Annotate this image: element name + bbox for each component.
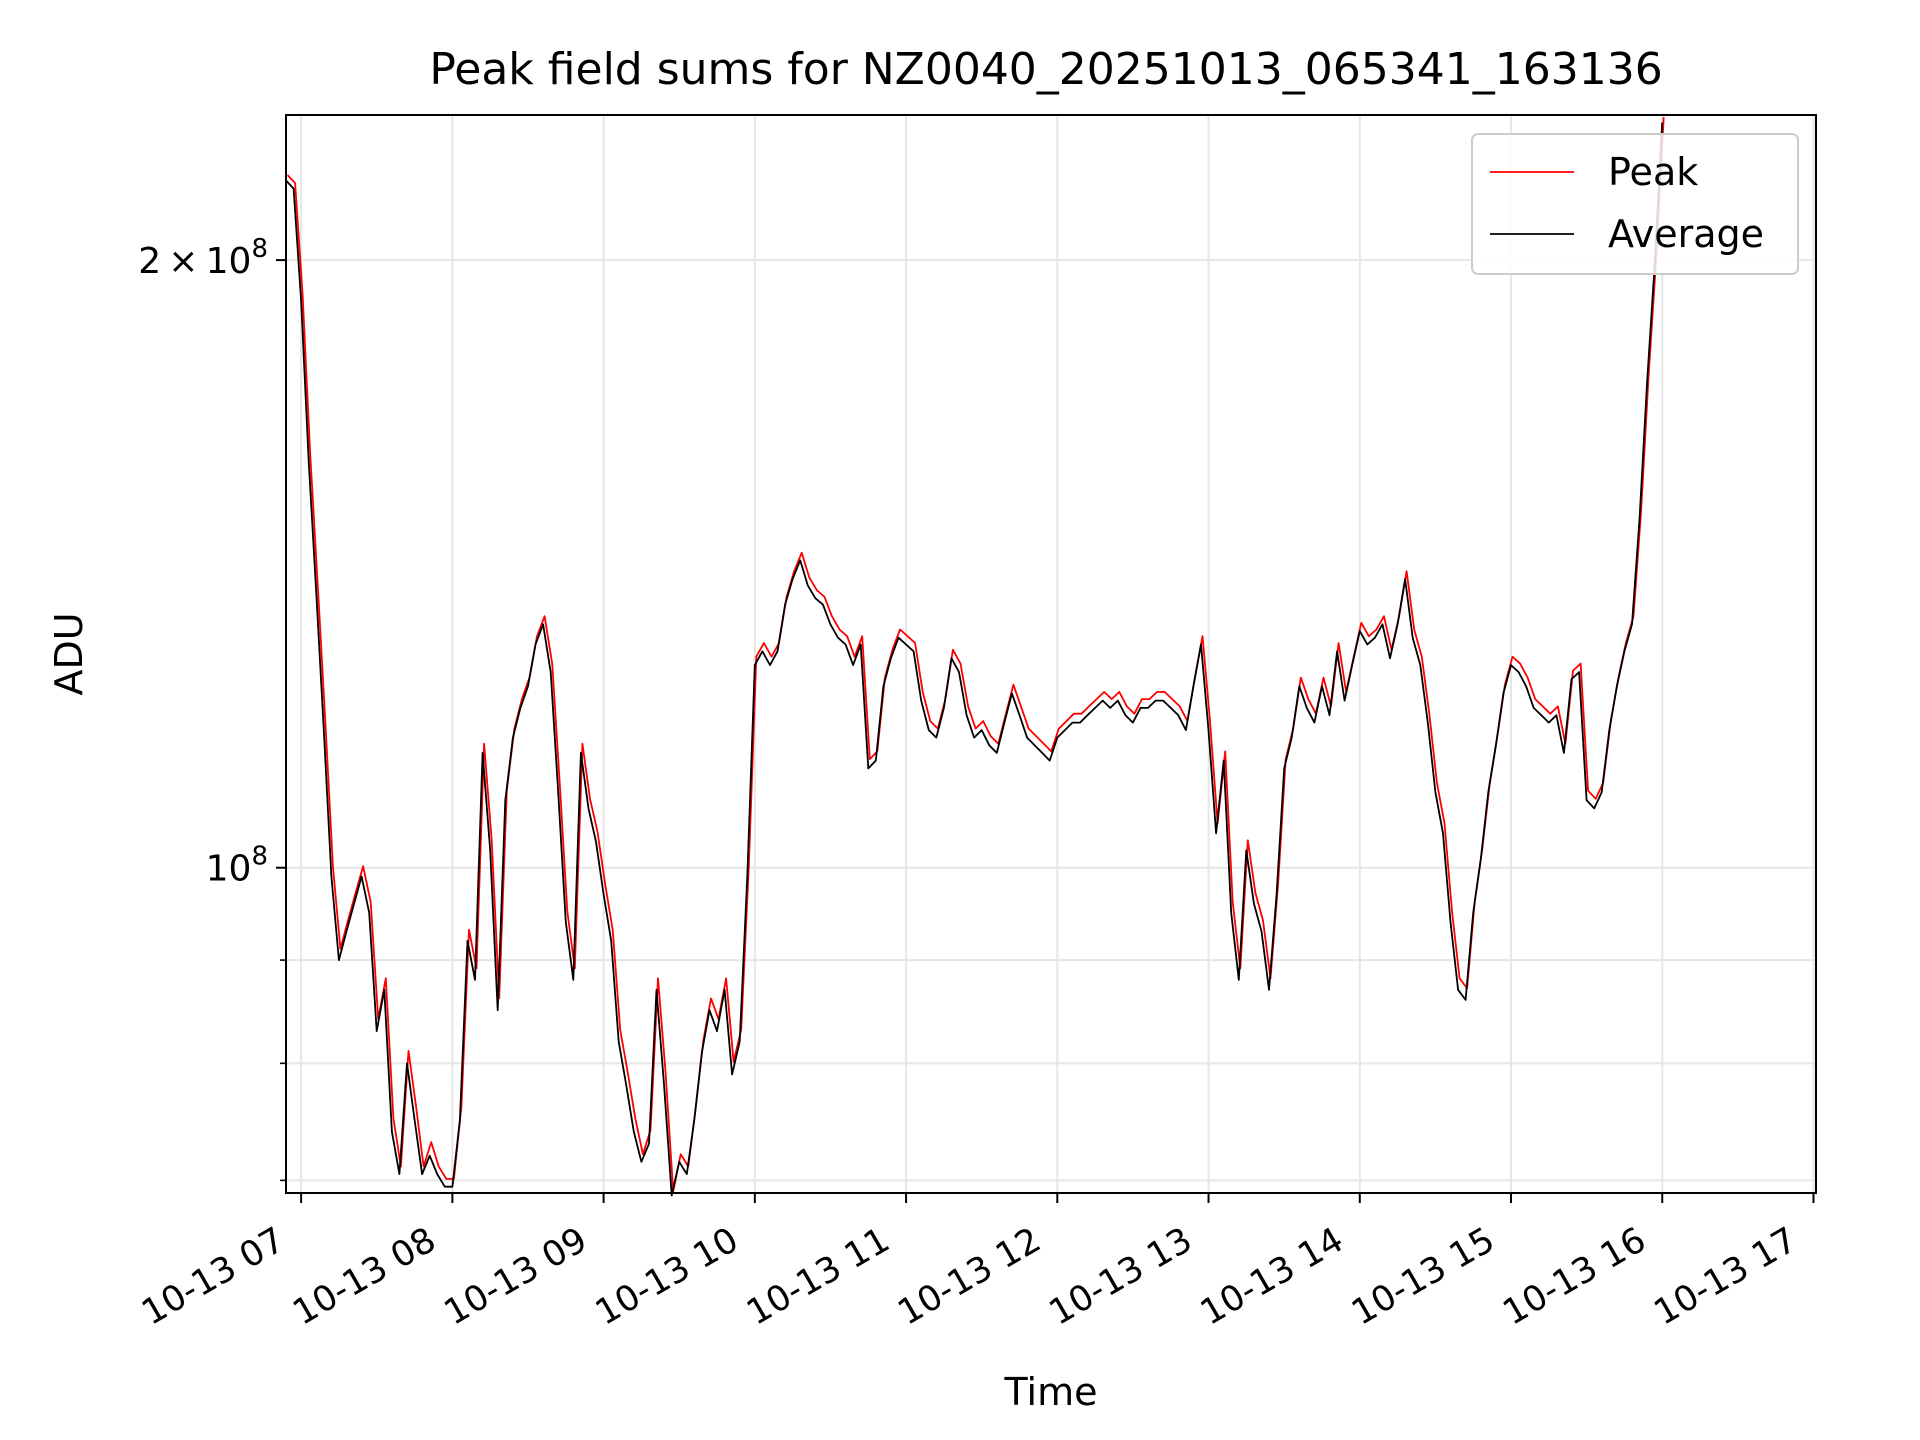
x-axis-label: Time [1004, 1370, 1098, 1414]
series-line-average [285, 122, 1664, 1197]
y-tick-exponent: 8 [251, 234, 268, 264]
plot-area-frame [285, 114, 1817, 1194]
grid [286, 115, 1816, 1193]
legend-box [1471, 133, 1799, 275]
series-lines [285, 117, 1665, 1197]
y-tick-exponent: 8 [251, 842, 268, 872]
legend-label: Peak [1608, 150, 1698, 194]
y-tick-label: 2 × 108 [138, 234, 268, 282]
legend: Peak Average [1471, 133, 1799, 275]
chart-title: Peak field sums for NZ0040_20251013_0653… [429, 44, 1662, 95]
y-axis-label: ADU [47, 612, 91, 695]
series-group [285, 122, 1664, 1197]
legend-label: Average [1608, 212, 1764, 256]
